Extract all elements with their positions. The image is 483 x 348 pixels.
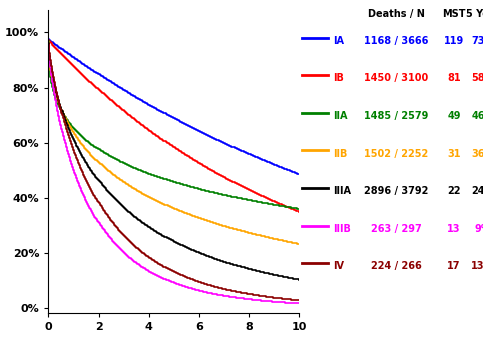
Text: IB: IB [333,73,344,84]
Text: IV: IV [333,261,344,271]
Text: 1450 / 3100: 1450 / 3100 [364,73,428,84]
Text: 13%: 13% [471,261,483,271]
Text: 36%: 36% [471,149,483,159]
Text: 5 Year: 5 Year [466,9,483,19]
Text: 2896 / 3792: 2896 / 3792 [364,186,428,196]
Text: IA: IA [333,36,344,46]
Text: 31: 31 [447,149,461,159]
Text: 58%: 58% [471,73,483,84]
Text: 1502 / 2252: 1502 / 2252 [364,149,428,159]
Text: 46%: 46% [471,111,483,121]
Text: 9%: 9% [475,224,483,234]
Text: Deaths / N: Deaths / N [368,9,425,19]
Text: MST: MST [442,9,466,19]
Text: 119: 119 [444,36,464,46]
Text: 1485 / 2579: 1485 / 2579 [364,111,428,121]
Text: 49: 49 [447,111,461,121]
Text: 263 / 297: 263 / 297 [370,224,422,234]
Text: 1168 / 3666: 1168 / 3666 [364,36,428,46]
Text: IIIA: IIIA [333,186,351,196]
Text: 13: 13 [447,224,461,234]
Text: 22: 22 [447,186,461,196]
Text: 73%: 73% [471,36,483,46]
Text: IIB: IIB [333,149,348,159]
Text: IIIB: IIIB [333,224,351,234]
Text: 24%: 24% [471,186,483,196]
Text: 224 / 266: 224 / 266 [370,261,422,271]
Text: 81: 81 [447,73,461,84]
Text: 17: 17 [447,261,461,271]
Text: IIA: IIA [333,111,348,121]
